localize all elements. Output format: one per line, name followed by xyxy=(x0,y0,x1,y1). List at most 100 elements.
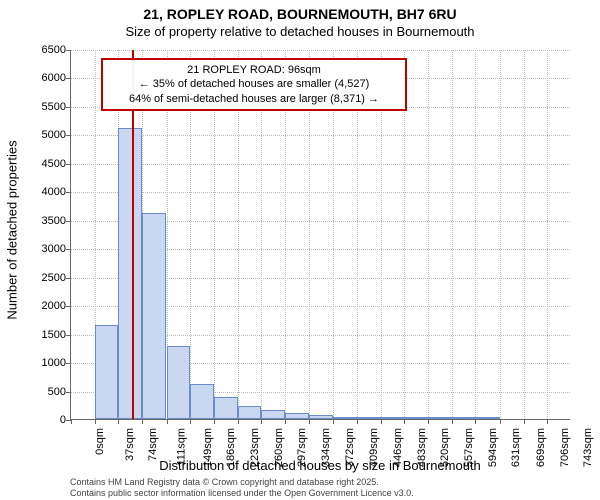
y-tick-label: 4500 xyxy=(16,158,66,170)
x-tick-label: 743sqm xyxy=(582,428,594,467)
histogram-bar xyxy=(357,417,381,419)
x-tick-label: 594sqm xyxy=(487,428,499,467)
histogram-bar xyxy=(167,346,191,419)
callout-line: 64% of semi-detached houses are larger (… xyxy=(109,92,399,106)
x-tick xyxy=(95,419,96,424)
histogram-bar xyxy=(238,406,262,419)
y-tick-label: 500 xyxy=(16,386,66,398)
callout-line: ← 35% of detached houses are smaller (4,… xyxy=(109,77,399,91)
x-tick xyxy=(167,419,168,424)
x-tick xyxy=(475,419,476,424)
x-tick xyxy=(404,419,405,424)
y-tick xyxy=(66,78,71,79)
x-tick-label: 0sqm xyxy=(94,428,106,455)
x-tick xyxy=(333,419,334,424)
y-tick-label: 0 xyxy=(16,414,66,426)
x-tick xyxy=(524,419,525,424)
gridline-h xyxy=(71,50,570,51)
histogram-bar xyxy=(261,410,285,419)
histogram-bar xyxy=(475,417,499,419)
histogram-bar xyxy=(190,384,214,419)
y-tick xyxy=(66,107,71,108)
histogram-bar xyxy=(309,415,333,419)
y-tick-label: 2000 xyxy=(16,300,66,312)
y-tick-label: 6000 xyxy=(16,72,66,84)
x-tick xyxy=(309,419,310,424)
x-tick-label: 334sqm xyxy=(320,428,332,467)
x-tick xyxy=(500,419,501,424)
x-tick-label: 557sqm xyxy=(463,428,475,467)
x-tick-label: 631sqm xyxy=(511,428,523,467)
x-tick-label: 446sqm xyxy=(392,428,404,467)
x-tick-label: 223sqm xyxy=(249,428,261,467)
x-tick xyxy=(285,419,286,424)
histogram-bar xyxy=(333,417,357,419)
gridline-h xyxy=(71,192,570,193)
footer-attribution: Contains HM Land Registry data © Crown c… xyxy=(70,477,590,498)
x-tick xyxy=(118,419,119,424)
y-tick-label: 3000 xyxy=(16,243,66,255)
gridline-v xyxy=(547,50,548,419)
x-tick-label: 409sqm xyxy=(368,428,380,467)
x-tick-label: 669sqm xyxy=(535,428,547,467)
callout-box: 21 ROPLEY ROAD: 96sqm← 35% of detached h… xyxy=(101,58,407,111)
histogram-bar xyxy=(95,325,119,419)
x-tick-label: 372sqm xyxy=(345,428,357,467)
chart-subtitle: Size of property relative to detached ho… xyxy=(0,24,600,39)
y-tick-label: 1500 xyxy=(16,329,66,341)
gridline-v xyxy=(524,50,525,419)
x-tick xyxy=(214,419,215,424)
y-tick xyxy=(66,135,71,136)
y-tick xyxy=(66,249,71,250)
chart-title: 21, ROPLEY ROAD, BOURNEMOUTH, BH7 6RU xyxy=(0,6,600,22)
histogram-bar xyxy=(142,213,166,419)
y-tick xyxy=(66,192,71,193)
x-tick-label: 260sqm xyxy=(273,428,285,467)
y-tick-label: 1000 xyxy=(16,357,66,369)
histogram-bar xyxy=(285,413,309,419)
gridline-v xyxy=(428,50,429,419)
y-tick xyxy=(66,392,71,393)
x-tick xyxy=(547,419,548,424)
x-tick xyxy=(357,419,358,424)
x-tick-label: 74sqm xyxy=(147,428,159,461)
x-tick xyxy=(381,419,382,424)
y-tick-label: 5000 xyxy=(16,129,66,141)
y-tick-label: 3500 xyxy=(16,215,66,227)
x-tick xyxy=(428,419,429,424)
x-tick xyxy=(142,419,143,424)
y-tick-label: 4000 xyxy=(16,186,66,198)
x-tick-label: 186sqm xyxy=(225,428,237,467)
x-tick-label: 37sqm xyxy=(124,428,136,461)
x-tick-label: 111sqm xyxy=(176,428,188,466)
gridline-h xyxy=(71,164,570,165)
y-tick xyxy=(66,335,71,336)
histogram-bar xyxy=(214,397,238,419)
y-tick-label: 6500 xyxy=(16,44,66,56)
y-tick xyxy=(66,278,71,279)
histogram-bar xyxy=(452,417,476,419)
y-tick xyxy=(66,164,71,165)
y-tick xyxy=(66,221,71,222)
gridline-h xyxy=(71,135,570,136)
histogram-bar xyxy=(381,417,405,419)
histogram-bar xyxy=(118,128,142,419)
chart-container: 21, ROPLEY ROAD, BOURNEMOUTH, BH7 6RU Si… xyxy=(0,0,600,500)
histogram-bar xyxy=(404,417,428,419)
x-tick xyxy=(71,419,72,424)
gridline-v xyxy=(452,50,453,419)
gridline-v xyxy=(500,50,501,419)
x-tick-label: 297sqm xyxy=(297,428,309,467)
histogram-bar xyxy=(428,417,452,419)
gridline-v xyxy=(475,50,476,419)
x-tick-label: 520sqm xyxy=(439,428,451,467)
callout-line: 21 ROPLEY ROAD: 96sqm xyxy=(109,63,399,77)
x-tick xyxy=(452,419,453,424)
y-tick xyxy=(66,363,71,364)
x-tick xyxy=(190,419,191,424)
footer-line-1: Contains HM Land Registry data © Crown c… xyxy=(70,477,590,487)
x-tick-label: 483sqm xyxy=(416,428,428,467)
y-tick xyxy=(66,50,71,51)
plot-area: 21 ROPLEY ROAD: 96sqm← 35% of detached h… xyxy=(70,50,570,420)
x-tick-label: 149sqm xyxy=(202,428,214,467)
